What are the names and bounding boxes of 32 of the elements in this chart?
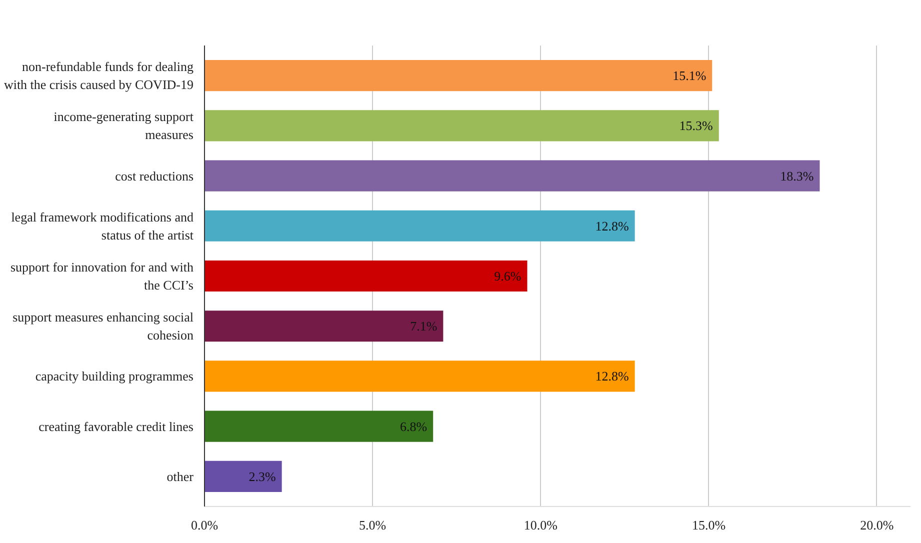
data-label: 9.6% [494,268,522,284]
data-label: 12.8% [595,218,629,234]
bar [204,60,712,92]
bar [204,310,444,342]
x-tick-label: 20.0% [860,518,894,532]
y-tick-label: capacity building programmes [35,368,194,384]
y-tick-label: creating favorable credit lines [38,418,194,434]
y-tick-label: non-refundable funds for dealing with the crisis caused by COVID-19 [4,59,194,92]
data-label: 12.8% [595,368,629,384]
x-tick-label: 5.0% [359,518,386,532]
data-label: 15.3% [679,118,714,134]
bar [204,160,820,192]
x-tick-label: 15.0% [692,518,726,532]
data-label: 6.8% [400,418,428,434]
y-tick-label: support measures enhancing social cohesion [12,310,194,343]
data-label: 7.1% [410,318,438,334]
data-label: 18.3% [780,168,814,184]
x-tick-label: 10.0% [524,518,558,532]
y-tick-label: legal framework modifications and status of the artist [11,209,194,242]
bar [204,110,719,142]
y-tick-label: other [166,468,194,484]
y-tick-label: support for innovation for and with the CCI’s [10,260,194,292]
bar [204,360,635,392]
bar [204,460,282,492]
y-tick-label: cost reductions [115,168,194,184]
bar [204,260,528,292]
y-tick-label: income-generating support measures [54,109,194,142]
x-tick-label: 0.0% [190,518,218,532]
bar [204,210,635,242]
data-label: 2.3% [248,468,276,484]
data-label: 15.1% [672,68,706,84]
bar [204,410,434,442]
